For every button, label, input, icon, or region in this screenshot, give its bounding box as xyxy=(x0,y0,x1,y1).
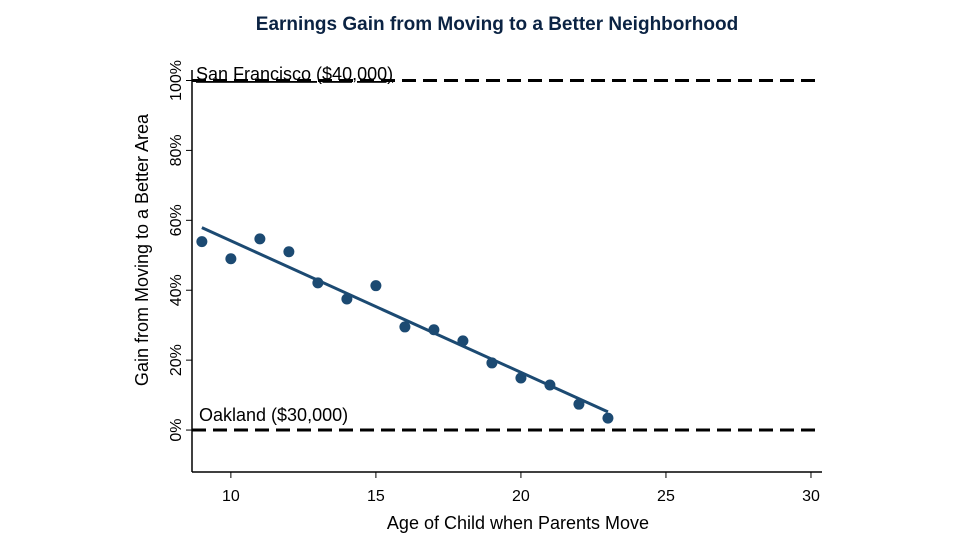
data-point xyxy=(544,379,556,391)
data-point xyxy=(196,236,208,248)
data-point xyxy=(225,253,237,265)
chart-title: Earnings Gain from Moving to a Better Ne… xyxy=(255,14,739,35)
data-point xyxy=(399,321,411,333)
data-point xyxy=(283,246,295,258)
x-tick-label: 15 xyxy=(367,488,385,505)
ref-label-san-francisco: San Francisco ($40,000) xyxy=(196,64,393,84)
y-axis-title: Gain from Moving to a Better Area xyxy=(132,113,152,386)
y-tick-label: 100% xyxy=(168,60,185,101)
data-point xyxy=(486,357,498,369)
y-tick-label: 60% xyxy=(168,204,185,236)
data-point xyxy=(428,324,440,336)
x-tick-label: 30 xyxy=(802,488,820,505)
data-point xyxy=(312,277,324,289)
x-axis-title: Age of Child when Parents Move xyxy=(387,513,649,533)
ref-label-oakland: Oakland ($30,000) xyxy=(199,405,348,425)
y-tick-label: 0% xyxy=(168,418,185,441)
x-tick-label: 10 xyxy=(222,488,240,505)
fit-line xyxy=(201,226,609,414)
data-point xyxy=(457,335,469,347)
y-tick-label: 80% xyxy=(168,134,185,166)
data-point xyxy=(602,412,614,424)
data-point xyxy=(341,293,353,305)
y-tick-label: 20% xyxy=(168,344,185,376)
data-point xyxy=(573,398,585,410)
data-point xyxy=(370,280,382,292)
data-point xyxy=(254,233,266,245)
y-tick-label: 40% xyxy=(168,274,185,306)
data-point xyxy=(515,372,527,384)
x-tick-label: 20 xyxy=(512,488,530,505)
x-tick-label: 25 xyxy=(657,488,675,505)
